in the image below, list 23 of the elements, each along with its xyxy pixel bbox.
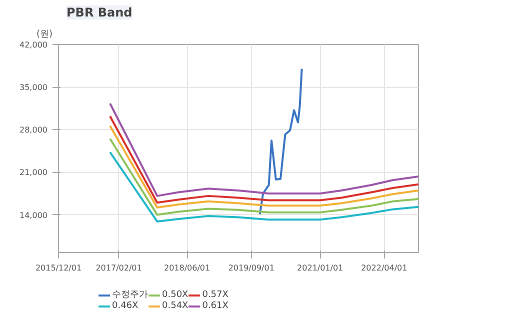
- y-tick-label: 42,000: [20, 40, 48, 50]
- y-tick-label: 14,000: [20, 210, 48, 220]
- line-series: [258, 68, 303, 216]
- y-tick-label: 35,000: [20, 83, 48, 92]
- x-tick-label: 2015/12/01: [35, 264, 82, 272]
- line-series: [109, 102, 418, 197]
- y-tick-label: 28,000: [20, 126, 48, 135]
- x-tick-label: 2017/02/01: [96, 264, 142, 272]
- legend-label: 수정주가: [112, 289, 148, 301]
- legend-label: 0.50X: [162, 290, 188, 300]
- x-tick-label: 2019/09/01: [228, 264, 274, 272]
- x-tick-label: 2018/06/01: [164, 264, 210, 272]
- legend-label: 0.54X: [162, 301, 188, 311]
- legend-label: 0.61X: [202, 301, 228, 311]
- line-series: [109, 138, 418, 216]
- legend-label: 0.46X: [112, 301, 138, 311]
- legend-label: 0.57X: [202, 290, 228, 300]
- line-series: [109, 151, 418, 222]
- x-tick-label: 2021/01/01: [297, 264, 344, 272]
- x-tick-label: 2022/04/01: [361, 264, 408, 272]
- y-tick-label: 21,000: [20, 168, 48, 178]
- chart-title: PBR Band: [66, 6, 132, 20]
- y-axis-title: (원): [36, 30, 53, 40]
